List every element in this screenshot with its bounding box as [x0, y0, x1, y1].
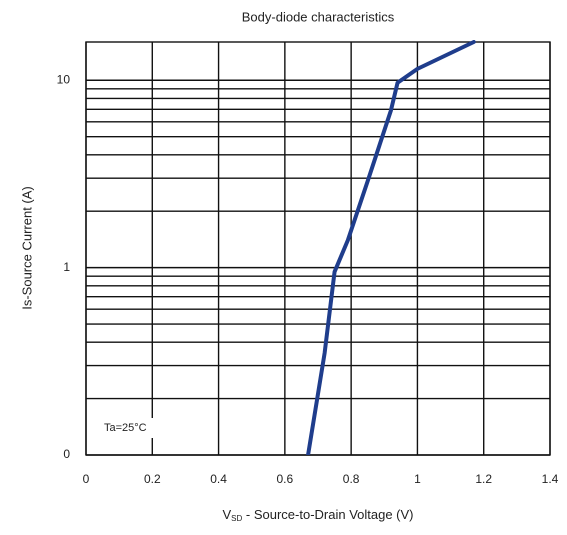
data-line	[306, 40, 476, 455]
annotation: Ta=25°C	[104, 422, 147, 434]
x-tick-label: 0.4	[210, 472, 227, 486]
x-axis-label: VSD - Source-to-Drain Voltage (V)	[222, 507, 413, 523]
y-tick-label: 10	[57, 72, 71, 86]
x-tick-label: 0.8	[343, 472, 360, 486]
x-label-main: V	[222, 507, 231, 522]
annotation-box	[100, 418, 160, 438]
plot-frame	[85, 41, 551, 456]
x-tick-label: 0.6	[277, 472, 294, 486]
x-tick-label: 0	[83, 472, 90, 486]
x-tick-label: 1.2	[475, 472, 492, 486]
y-tick-label: 0	[63, 447, 70, 461]
chart-title: Body-diode characteristics	[242, 9, 395, 24]
x-tick-label: 1.4	[542, 472, 559, 486]
x-tick-label: 1	[414, 472, 421, 486]
x-tick-label: 0.2	[144, 472, 161, 486]
y-axis-label: Is-Source Current (A)	[19, 186, 34, 310]
x-label-sub: SD	[231, 514, 242, 523]
x-label-rest: - Source-to-Drain Voltage (V)	[242, 507, 413, 522]
y-tick-label: 1	[63, 260, 70, 274]
